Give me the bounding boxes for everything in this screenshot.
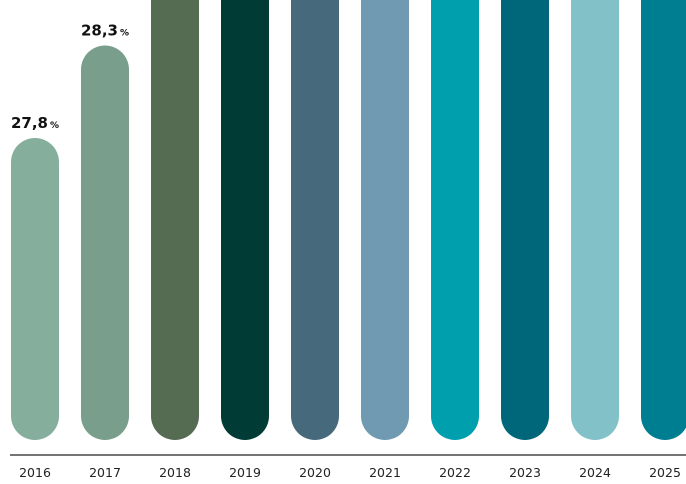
x-tick-label-2018: 2018 [159,465,191,480]
bar-2019 [221,0,269,440]
bar-2018 [151,0,199,440]
bar-2023 [501,0,549,440]
x-tick-label-2020: 2020 [299,465,331,480]
x-tick-label-2016: 2016 [19,465,51,480]
x-tick-label-2022: 2022 [439,465,471,480]
value-label-2017: 28,3% [81,22,129,40]
x-tick-label-2024: 2024 [579,465,611,480]
x-tick-label-2023: 2023 [509,465,541,480]
x-tick-label-2021: 2021 [369,465,401,480]
bar-2016 [11,138,59,440]
x-tick-label-2017: 2017 [89,465,121,480]
x-tick-label-2025: 2025 [649,465,681,480]
bar-2017 [81,45,129,440]
bar-2020 [291,0,339,440]
bar-2024 [571,0,619,440]
bar-2021 [361,0,409,440]
bar-2025 [641,0,686,440]
bar-2022 [431,0,479,440]
x-tick-label-2019: 2019 [229,465,261,480]
value-label-2016: 27,8% [11,114,59,132]
